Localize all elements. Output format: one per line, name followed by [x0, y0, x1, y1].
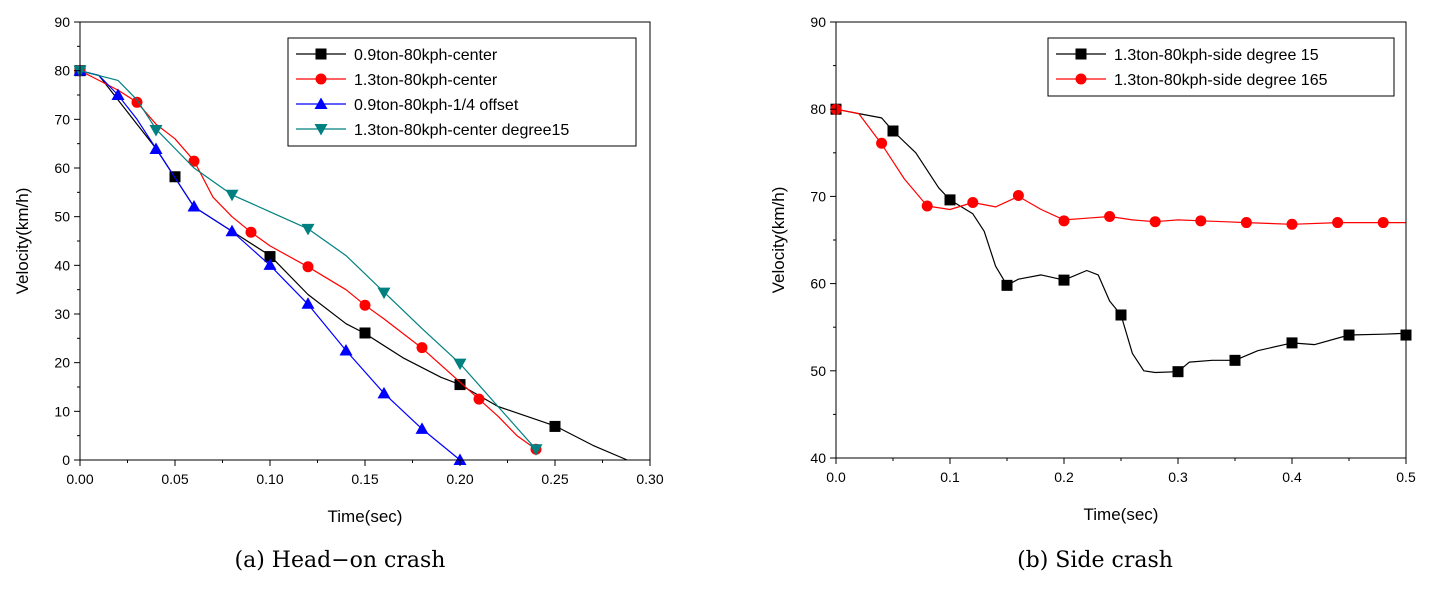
data-point [1195, 215, 1206, 226]
data-point [1344, 330, 1355, 341]
series-0 [831, 104, 1412, 377]
x-tick-label: 0.15 [351, 471, 378, 487]
data-point [226, 225, 239, 237]
data-point [1287, 219, 1298, 230]
data-point [188, 200, 201, 212]
data-point [455, 379, 466, 390]
x-tick-label: 0.3 [1168, 469, 1188, 485]
data-point [1116, 309, 1127, 320]
y-tick-label: 80 [54, 63, 70, 79]
x-tick-label: 0.0 [826, 469, 846, 485]
legend-marker [316, 49, 327, 60]
y-tick-label: 50 [54, 209, 70, 225]
data-point [1104, 211, 1115, 222]
x-tick-label: 0.05 [161, 471, 188, 487]
data-point [1241, 217, 1252, 228]
y-tick-label: 90 [54, 14, 70, 30]
y-tick-label: 40 [54, 257, 70, 273]
y-tick-label: 60 [54, 160, 70, 176]
x-tick-label: 0.25 [541, 471, 568, 487]
data-point [550, 421, 561, 432]
legend-marker [316, 74, 327, 85]
data-point [1230, 355, 1241, 366]
y-tick-label: 70 [54, 111, 70, 127]
y-tick-label: 0 [62, 452, 70, 468]
data-point [1287, 337, 1298, 348]
data-point [303, 261, 314, 272]
legend-label: 0.9ton-80kph-center [354, 47, 498, 64]
data-point [360, 300, 371, 311]
x-tick-label: 0.1 [940, 469, 960, 485]
legend: 0.9ton-80kph-center 1.3ton-80kph-center 0.… [288, 38, 636, 146]
x-tick-label: 0.30 [636, 471, 663, 487]
legend-marker [1076, 49, 1087, 60]
data-point [1059, 215, 1070, 226]
data-point [967, 197, 978, 208]
data-point [150, 125, 163, 136]
data-point [360, 327, 371, 338]
y-tick-label: 70 [810, 188, 826, 204]
data-point [150, 143, 163, 155]
data-point [189, 156, 200, 167]
series-line [836, 109, 1406, 224]
x-tick-label: 0.2 [1054, 469, 1074, 485]
side-crash-chart: 0.0 0.1 0.2 0.3 0.4 0.5 40 50 60 70 80 90 Time(sec)… [769, 14, 1416, 573]
figure: 0.00 0.05 0.10 0.15 0.20 0.25 0.30 0 10 20 30 40 50 6… [0, 0, 1437, 591]
series-1 [831, 104, 1407, 230]
y-tick-label: 30 [54, 306, 70, 322]
data-point [246, 227, 257, 238]
x-tick-label: 0.10 [256, 471, 283, 487]
legend-label: 1.3ton-80kph-side degree 165 [1114, 72, 1328, 89]
data-point [1173, 366, 1184, 377]
data-point [474, 394, 485, 405]
y-tick-label: 90 [810, 14, 826, 30]
data-point [1332, 217, 1343, 228]
data-point [922, 200, 933, 211]
x-tick-label: 0.4 [1282, 469, 1302, 485]
data-point [378, 288, 391, 300]
series-line [836, 109, 1406, 372]
y-tick-label: 80 [810, 101, 826, 117]
caption: (a) Head−on crash [235, 548, 446, 573]
caption: (b) Side crash [1017, 548, 1173, 573]
data-point [1378, 217, 1389, 228]
legend-label: 0.9ton-80kph-1/4 offset [354, 97, 519, 114]
y-tick-label: 40 [810, 450, 826, 466]
y-axis-title: Velocity(km/h) [769, 187, 788, 294]
y-tick-label: 60 [810, 276, 826, 292]
data-point [876, 138, 887, 149]
x-tick-label: 0.00 [66, 471, 93, 487]
data-point [1013, 190, 1024, 201]
legend: 1.3ton-80kph-side degree 15 1.3ton-80kph-… [1048, 38, 1394, 96]
x-tick-label: 0.5 [1396, 469, 1416, 485]
legend-label: 1.3ton-80kph-center degree15 [354, 122, 569, 139]
legend-label: 1.3ton-80kph-center [354, 72, 498, 89]
data-point [226, 190, 239, 202]
x-axis-title: Time(sec) [1084, 505, 1159, 524]
y-tick-label: 50 [810, 363, 826, 379]
data-point [1059, 275, 1070, 286]
data-point [1002, 280, 1013, 291]
x-axis-title: Time(sec) [328, 507, 403, 526]
y-tick-label: 10 [54, 403, 70, 419]
x-tick-label: 0.20 [446, 471, 473, 487]
data-point [1150, 216, 1161, 227]
data-point [945, 194, 956, 205]
head-on-crash-chart: 0.00 0.05 0.10 0.15 0.20 0.25 0.30 0 10 20 30 40 50 6… [13, 14, 664, 573]
legend-marker [1076, 74, 1087, 85]
y-tick-label: 20 [54, 355, 70, 371]
y-axis-title: Velocity(km/h) [13, 188, 32, 295]
data-point [417, 342, 428, 353]
legend-label: 1.3ton-80kph-side degree 15 [1114, 47, 1319, 64]
data-point [888, 126, 899, 137]
data-point [302, 224, 315, 236]
